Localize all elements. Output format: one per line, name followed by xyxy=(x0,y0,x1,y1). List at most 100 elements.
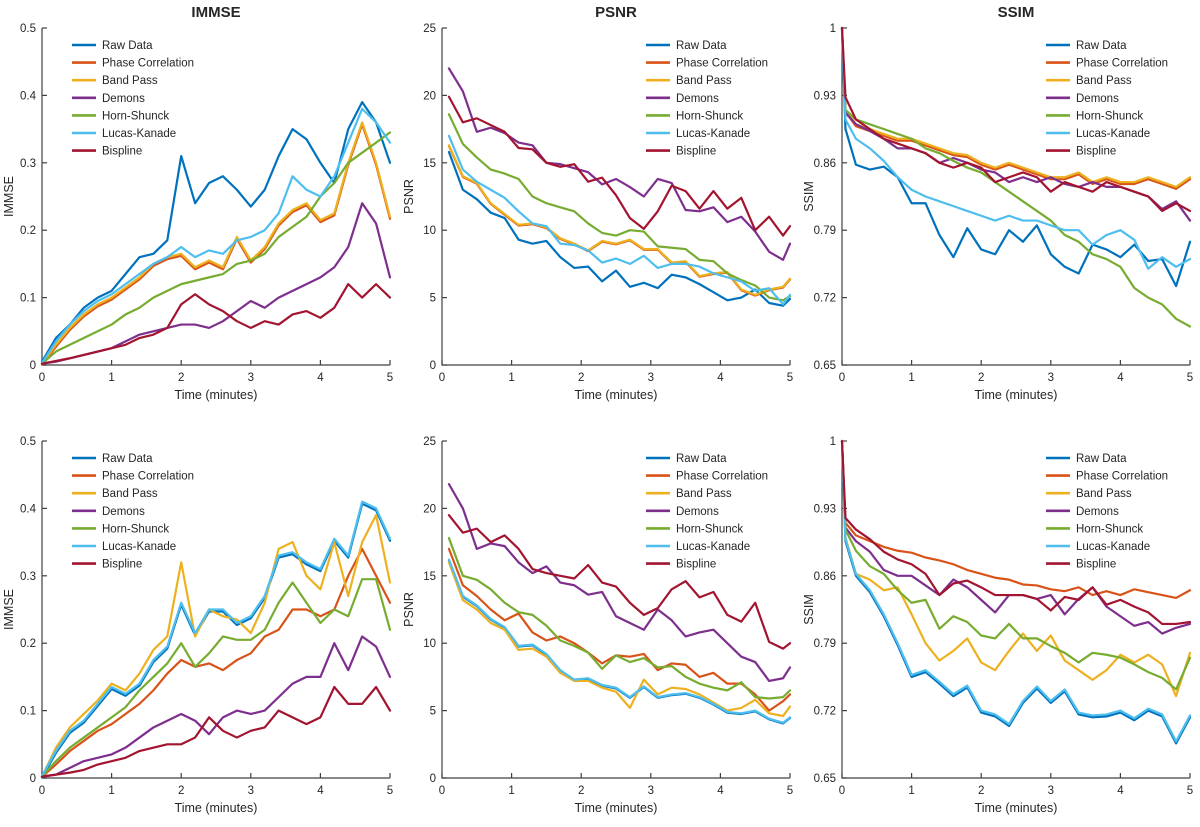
series-line-horn-shunck xyxy=(40,131,392,365)
chart-canvas-bottom-psnr: 0 1 2 3 4 5 0 5 10 15 20 25 Time (minutes) PSNR Raw Da… xyxy=(402,436,793,815)
series-line-band-pass xyxy=(447,144,792,296)
y-tick-label: 20 xyxy=(423,503,436,515)
x-tick-label: 5 xyxy=(387,785,393,797)
x-tick-label: 4 xyxy=(317,785,324,797)
x-tick-label: 2 xyxy=(178,372,184,384)
y-tick-label: 20 xyxy=(423,90,436,102)
x-tick-label: 5 xyxy=(1187,785,1193,797)
x-axis-label: Time (minutes) xyxy=(975,388,1058,402)
legend-label-phase-correlation: Phase Correlation xyxy=(1076,471,1168,483)
y-tick-label: 0.72 xyxy=(814,293,836,305)
legend-label-horn-shunck: Horn-Shunck xyxy=(102,110,169,122)
x-tick-label: 3 xyxy=(248,785,254,797)
y-tick-label: 0.3 xyxy=(20,158,36,170)
legend-label-horn-shunck: Horn-Shunck xyxy=(676,523,743,535)
chart-canvas-bottom-immse: 0 1 2 3 4 5 0 0.1 0.2 0.3 0.4 0.5 Time (minutes) IMMS… xyxy=(2,436,393,815)
y-tick-label: 0.65 xyxy=(814,773,836,785)
series-line-lucas-kanade xyxy=(40,500,392,778)
legend-label-demons: Demons xyxy=(676,93,719,105)
y-tick-label: 0.93 xyxy=(814,503,836,515)
y-tick-label: 0.5 xyxy=(20,436,36,448)
x-tick-label: 2 xyxy=(578,785,584,797)
x-tick-label: 1 xyxy=(508,372,514,384)
x-tick-label: 3 xyxy=(648,372,654,384)
series-line-lucas-kanade xyxy=(40,107,392,365)
y-tick-label: 0.3 xyxy=(20,571,36,583)
series-line-phase-correlation xyxy=(840,26,1192,190)
series-line-raw-data xyxy=(840,26,1192,288)
panel-bottom-immse: 0 1 2 3 4 5 0 0.1 0.2 0.3 0.4 0.5 Time (minutes) IMMS… xyxy=(0,413,400,827)
y-tick-label: 25 xyxy=(423,23,436,35)
y-axis-label: IMMSE xyxy=(2,176,16,217)
y-tick-label: 25 xyxy=(423,436,436,448)
series-line-bispline xyxy=(840,439,1192,626)
x-tick-label: 2 xyxy=(178,785,184,797)
legend-label-bispline: Bispline xyxy=(1076,146,1116,158)
y-tick-label: 0.2 xyxy=(20,225,36,237)
series-line-bispline xyxy=(40,283,392,365)
series-line-lucas-kanade xyxy=(840,439,1192,743)
panel-top-psnr: 0 1 2 3 4 5 0 5 10 15 20 25 PSNR Time (minutes) PSNR Ra… xyxy=(400,0,800,413)
y-tick-label: 0 xyxy=(430,360,436,372)
axis-lines xyxy=(841,441,1190,779)
legend-label-band-pass: Band Pass xyxy=(102,488,158,500)
x-tick-label: 2 xyxy=(978,785,984,797)
x-axis-label: Time (minutes) xyxy=(575,388,658,402)
x-axis-label: Time (minutes) xyxy=(175,388,258,402)
series-line-horn-shunck xyxy=(447,536,792,700)
y-tick-label: 0.5 xyxy=(20,23,36,35)
y-axis-label: SSIM xyxy=(802,594,816,625)
y-tick-label: 0.1 xyxy=(20,293,36,305)
x-tick-label: 1 xyxy=(108,372,114,384)
legend-label-lucas-kanade: Lucas-Kanade xyxy=(1076,541,1150,553)
legend-label-band-pass: Band Pass xyxy=(676,488,732,500)
y-tick-label: 0.1 xyxy=(20,706,36,718)
legend-label-horn-shunck: Horn-Shunck xyxy=(676,110,743,122)
y-axis-label: PSNR xyxy=(402,592,416,627)
x-axis-label: Time (minutes) xyxy=(975,801,1058,815)
series-line-demons xyxy=(40,202,392,365)
y-tick-label: 0.4 xyxy=(20,90,37,102)
chart-title: PSNR xyxy=(595,4,637,21)
series-line-band-pass xyxy=(840,26,1192,188)
legend-label-demons: Demons xyxy=(102,506,145,518)
x-axis-label: Time (minutes) xyxy=(175,801,258,815)
series-line-lucas-kanade xyxy=(447,134,792,306)
legend-label-lucas-kanade: Lucas-Kanade xyxy=(1076,128,1150,140)
y-tick-label: 0.79 xyxy=(814,638,836,650)
x-tick-label: 1 xyxy=(908,372,914,384)
legend-label-lucas-kanade: Lucas-Kanade xyxy=(676,128,750,140)
series-line-phase-correlation xyxy=(40,123,392,366)
y-tick-label: 0.79 xyxy=(814,225,836,237)
y-tick-label: 5 xyxy=(430,706,436,718)
series-line-phase-correlation xyxy=(840,439,1192,600)
x-axis-label: Time (minutes) xyxy=(575,801,658,815)
legend-label-lucas-kanade: Lucas-Kanade xyxy=(102,128,176,140)
legend-label-horn-shunck: Horn-Shunck xyxy=(1076,523,1143,535)
legend-label-demons: Demons xyxy=(102,93,145,105)
y-tick-label: 0 xyxy=(30,360,36,372)
legend-label-phase-correlation: Phase Correlation xyxy=(676,58,768,70)
series-line-phase-correlation xyxy=(447,547,792,712)
legend-label-lucas-kanade: Lucas-Kanade xyxy=(676,541,750,553)
chart-canvas-top-psnr: 0 1 2 3 4 5 0 5 10 15 20 25 PSNR Time (minutes) PSNR Ra… xyxy=(402,4,793,402)
series-line-raw-data xyxy=(447,559,792,725)
y-tick-label: 5 xyxy=(430,293,436,305)
x-tick-label: 4 xyxy=(317,372,324,384)
legend-label-bispline: Bispline xyxy=(1076,559,1116,571)
legend-label-phase-correlation: Phase Correlation xyxy=(1076,58,1168,70)
series-line-demons xyxy=(447,67,792,261)
legend-label-horn-shunck: Horn-Shunck xyxy=(1076,110,1143,122)
x-tick-label: 0 xyxy=(439,785,445,797)
axis-lines xyxy=(41,28,390,366)
x-tick-label: 2 xyxy=(978,372,984,384)
y-axis-label: PSNR xyxy=(402,179,416,214)
legend-label-raw-data: Raw Data xyxy=(102,40,153,52)
x-tick-label: 2 xyxy=(578,372,584,384)
panel-top-immse: 0 1 2 3 4 5 0 0.1 0.2 0.3 0.4 0.5 IMMSE Time (minutes… xyxy=(0,0,400,413)
y-tick-label: 0 xyxy=(430,773,436,785)
x-tick-label: 5 xyxy=(1187,372,1193,384)
legend-label-demons: Demons xyxy=(1076,93,1119,105)
x-tick-label: 0 xyxy=(39,785,45,797)
